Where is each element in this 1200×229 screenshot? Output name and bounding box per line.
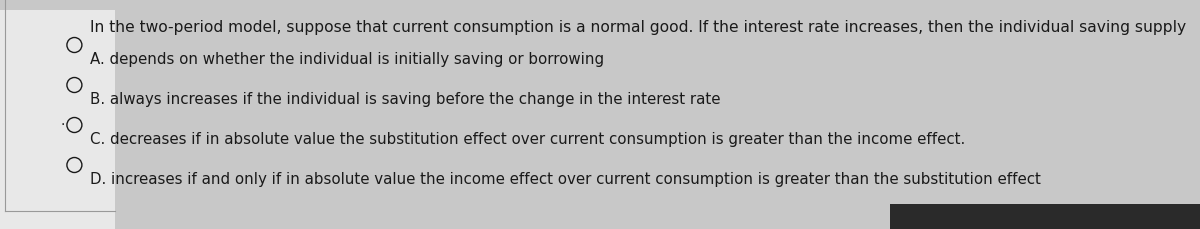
Text: C. decreases if in absolute value the substitution effect over current consumpti: C. decreases if in absolute value the su… [90, 132, 965, 147]
Text: ·: · [60, 118, 65, 132]
Text: D. increases if and only if in absolute value the income effect over current con: D. increases if and only if in absolute … [90, 172, 1040, 187]
Text: In the two-period model, suppose that current consumption is a normal good. If t: In the two-period model, suppose that cu… [90, 20, 1186, 35]
Bar [890, 204, 1200, 229]
Text: B. always increases if the individual is saving before the change in the interes: B. always increases if the individual is… [90, 92, 720, 107]
Text: A. depends on whether the individual is initially saving or borrowing: A. depends on whether the individual is … [90, 52, 604, 67]
Bar [0, 10, 115, 229]
